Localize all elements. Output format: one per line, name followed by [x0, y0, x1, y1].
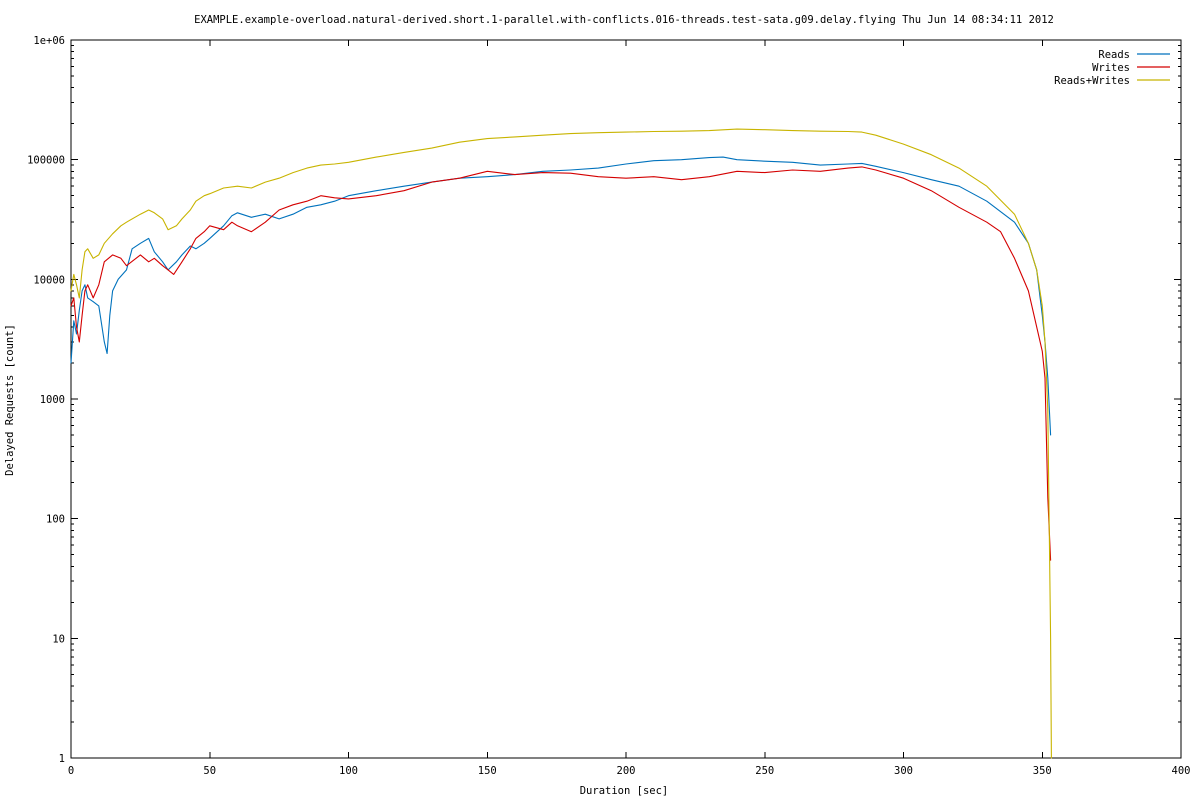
y-tick-label: 100000 — [27, 155, 65, 167]
x-tick-label: 200 — [617, 765, 636, 777]
y-tick-label: 10 — [52, 633, 65, 645]
x-tick-label: 300 — [894, 765, 913, 777]
legend-label: Writes — [1092, 62, 1130, 74]
x-tick-label: 150 — [478, 765, 497, 777]
series-line-reads — [70, 156, 1052, 436]
x-tick-label: 250 — [755, 765, 774, 777]
x-axis-label: Duration [sec] — [580, 785, 669, 797]
x-tick-label: 350 — [1033, 765, 1052, 777]
plot-frame — [70, 39, 1182, 759]
y-axis-label: Delayed Requests [count] — [4, 324, 16, 476]
y-tick-label: 1 — [59, 753, 65, 765]
y-tick-label: 10000 — [33, 274, 65, 286]
series-line-writes — [70, 166, 1052, 561]
x-tick-label: 50 — [203, 765, 216, 777]
y-axis-label-group: Delayed Requests [count] — [4, 324, 16, 476]
x-tick-label: 0 — [68, 765, 74, 777]
legend-label: Reads — [1098, 49, 1130, 61]
chart-title: EXAMPLE.example-overload.natural-derived… — [194, 14, 1054, 26]
series-line-reads-writes — [70, 128, 1052, 759]
y-tick-label: 1e+06 — [33, 35, 65, 47]
y-tick-label: 1000 — [40, 394, 65, 406]
y-tick-label: 100 — [46, 514, 65, 526]
x-tick-label: 100 — [339, 765, 358, 777]
legend-label: Reads+Writes — [1054, 75, 1130, 87]
axis-ticks: 0 50 100 150 200 250 300 350 400 1 10 100 1000 10000 1… — [27, 35, 1190, 777]
x-tick-label: 400 — [1172, 765, 1191, 777]
series-layer — [70, 128, 1052, 759]
